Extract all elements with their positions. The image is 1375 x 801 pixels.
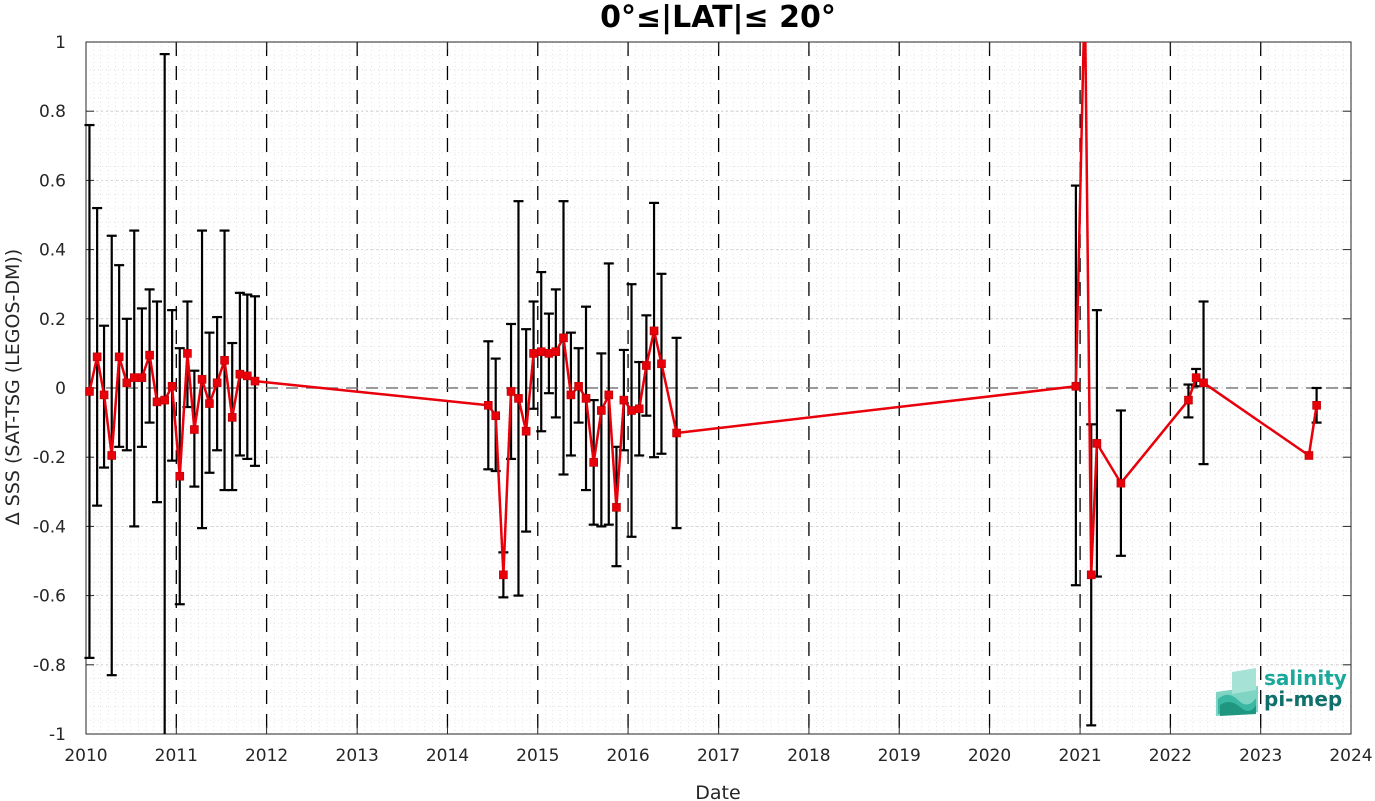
x-tick-label: 2013: [336, 746, 379, 766]
logo-text-line2: pi-mep: [1264, 687, 1342, 711]
x-tick-label: 2023: [1239, 746, 1282, 766]
data-point-marker: [145, 350, 154, 360]
data-point-marker: [129, 373, 139, 382]
y-tick-label: 0.4: [39, 241, 66, 261]
x-tick-label: 2020: [968, 746, 1011, 766]
data-point-marker: [1184, 395, 1193, 405]
data-point-marker: [1116, 478, 1126, 488]
x-tick-label: 2024: [1329, 746, 1372, 766]
x-tick-labels: 2010 2011 2012 2013 2014 2015 2016 2017 2018 2019…: [64, 746, 1372, 766]
data-point-marker: [589, 458, 598, 467]
data-point-marker: [491, 411, 501, 420]
data-point-marker: [657, 359, 666, 369]
data-point-marker: [183, 349, 192, 358]
y-tick-label: -1: [49, 725, 66, 745]
data-point-marker: [1312, 400, 1321, 410]
data-point-marker: [604, 390, 614, 400]
logo-text-line1: salinity: [1264, 666, 1347, 690]
y-tick-label: 1: [55, 33, 66, 53]
series-markers: [85, 326, 1321, 580]
data-point-marker: [212, 378, 222, 388]
data-point-marker: [114, 352, 124, 362]
x-tick-label: 2022: [1149, 746, 1192, 766]
data-point-marker: [205, 399, 214, 408]
data-point-marker: [672, 428, 681, 438]
data-point-marker: [160, 395, 169, 405]
data-point-marker: [1092, 439, 1102, 448]
data-point-marker: [514, 394, 523, 403]
data-point-marker: [551, 347, 561, 356]
data-point-marker: [227, 413, 237, 422]
y-tick-label: -0.6: [33, 587, 66, 607]
data-point-marker: [521, 426, 531, 436]
y-axis-label: Δ SSS (SAT-TSG (LEGOS-DM)): [2, 249, 24, 525]
data-point-marker: [649, 326, 659, 336]
data-point-marker: [197, 375, 207, 384]
data-point-marker: [559, 333, 568, 343]
x-tick-label: 2017: [697, 746, 740, 766]
x-tick-label: 2018: [787, 746, 830, 766]
y-tick-label: 0.8: [39, 102, 66, 122]
data-point-marker: [92, 352, 102, 362]
y-tick-label: -0.2: [33, 448, 66, 468]
data-point-marker: [85, 387, 94, 396]
data-point-marker: [634, 404, 644, 414]
data-point-marker: [167, 381, 177, 391]
x-tick-label: 2019: [878, 746, 921, 766]
y-tick-label: -0.8: [33, 656, 66, 676]
data-point-marker: [107, 451, 117, 460]
x-tick-label: 2014: [426, 746, 469, 766]
data-point-marker: [99, 390, 109, 400]
data-point-marker: [1086, 570, 1096, 580]
data-point-marker: [122, 378, 132, 388]
data-point-marker: [1304, 451, 1314, 460]
data-point-marker: [597, 406, 606, 415]
x-tick-label: 2016: [606, 746, 649, 766]
data-point-marker: [1199, 378, 1208, 388]
logo-wave-icon: [1216, 668, 1258, 716]
data-point-marker: [536, 347, 546, 356]
salinity-pi-mep-logo: salinity pi-mep: [1216, 666, 1347, 716]
data-point-marker: [190, 425, 199, 434]
data-point-marker: [529, 349, 538, 358]
data-point-marker: [175, 471, 185, 481]
data-point-marker: [574, 381, 583, 391]
x-tick-label: 2021: [1058, 746, 1101, 766]
data-point-marker: [581, 394, 591, 403]
data-point-marker: [499, 570, 508, 580]
x-axis-label: Date: [695, 782, 740, 801]
data-point-marker: [152, 397, 162, 407]
y-tick-label: 0.2: [39, 310, 66, 330]
y-tick-label: 0: [55, 379, 66, 399]
data-point-marker: [243, 371, 252, 381]
x-tick-label: 2015: [516, 746, 559, 766]
x-tick-label: 2012: [245, 746, 288, 766]
data-point-marker: [506, 387, 516, 396]
data-point-marker: [220, 356, 229, 365]
y-tick-labels: -1 -0.8 -0.6 -0.4 -0.2 0 0.2 0.4 0.6 0.8 1: [33, 33, 66, 745]
data-point-marker: [619, 395, 629, 405]
data-point-marker: [137, 373, 147, 382]
data-point-marker: [566, 390, 576, 400]
data-point-marker: [483, 400, 493, 410]
y-tick-label: -0.4: [33, 517, 66, 537]
data-point-marker: [642, 361, 651, 370]
data-point-marker: [627, 406, 636, 415]
x-tick-label: 2010: [64, 746, 107, 766]
data-point-marker: [612, 503, 621, 512]
data-point-marker: [250, 376, 260, 386]
data-point-marker: [1191, 373, 1201, 382]
y-tick-label: 0.6: [39, 171, 66, 191]
data-point-marker: [1071, 381, 1081, 391]
data-point-marker: [235, 369, 245, 379]
error-bars: [84, 53, 1322, 734]
chart-title: 0°≤|LAT|≤ 20°: [600, 0, 836, 35]
x-tick-label: 2011: [155, 746, 198, 766]
